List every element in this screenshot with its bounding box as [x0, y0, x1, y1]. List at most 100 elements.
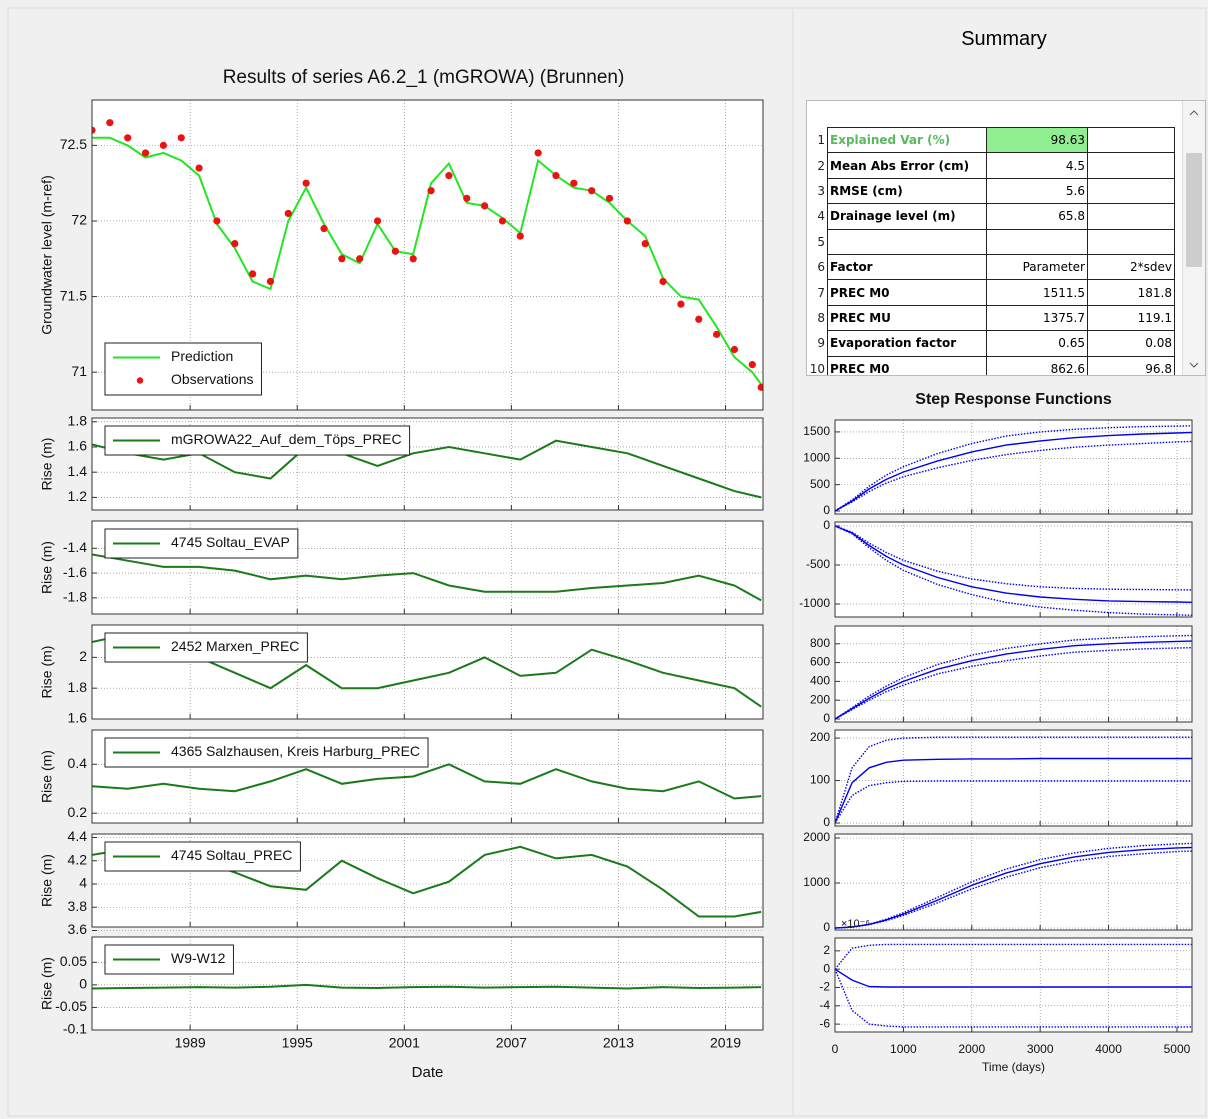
plot-area — [835, 834, 1192, 930]
table-cell: Evaporation factor — [827, 330, 987, 357]
series-line — [835, 647, 1192, 720]
table-cell: 98.63 — [986, 126, 1088, 154]
observation — [552, 172, 560, 180]
legend-label: 2452 Marxen_PREC — [171, 638, 299, 654]
table-cell: 0.65 — [986, 330, 1088, 357]
observation — [427, 187, 435, 195]
observation — [695, 315, 703, 323]
y-axis-label: Groundwater level (m-ref) — [39, 175, 55, 335]
chart-title: Step Response Functions — [915, 391, 1112, 408]
legend-box — [104, 528, 299, 559]
y-tick-label: 2 — [79, 648, 87, 664]
table-cell: 7 — [817, 285, 825, 300]
table-cell: PREC MU — [827, 304, 987, 332]
plot-area — [835, 626, 1192, 722]
legend-label: 4745 Soltau_PREC — [171, 847, 292, 863]
table-cell: 5 — [817, 234, 825, 249]
observation — [659, 277, 667, 286]
series-line — [92, 136, 763, 385]
y-tick-label: 0 — [823, 518, 830, 532]
observation — [266, 277, 275, 286]
x-tick-label: 5000 — [1164, 1042, 1191, 1056]
table-cell — [1087, 203, 1175, 230]
y-tick-label: 3.8 — [68, 898, 88, 914]
y-tick-label: 1000 — [803, 450, 830, 464]
observation — [338, 255, 346, 263]
legend-label: 4745 Soltau_EVAP — [171, 534, 290, 550]
y-tick-label: 800 — [810, 636, 830, 650]
observation — [373, 217, 382, 225]
observation — [588, 187, 596, 195]
axes-frame — [91, 520, 764, 615]
legend-label: 4365 Salzhausen, Kreis Harburg_PREC — [171, 743, 420, 759]
y-tick-label: 1.8 — [68, 412, 88, 428]
table-cell: 3 — [817, 183, 825, 198]
observation — [213, 217, 221, 225]
y-tick-label: -2 — [819, 980, 830, 994]
series-line — [835, 736, 1192, 824]
x-tick-label: 1000 — [890, 1042, 917, 1056]
plot-area — [835, 730, 1192, 826]
legend-label: Observations — [171, 371, 253, 387]
summary-table: 1 Explained Var (%) 98.63 2 Mean Abs Error (… — [806, 100, 1206, 376]
series-line — [835, 850, 1192, 929]
table-row: 5 — [807, 228, 1175, 255]
table-cell: 9 — [817, 336, 825, 351]
series-line — [92, 553, 762, 602]
table-cell: 10 — [809, 361, 825, 376]
y-axis-label: Rise (m) — [39, 854, 55, 907]
series-line — [835, 968, 1192, 1028]
y-tick-label: 1.6 — [68, 710, 88, 726]
table-cell: 862.6 — [986, 355, 1088, 375]
table-cell: 6 — [817, 260, 825, 275]
x-tick-label: 2019 — [710, 1035, 741, 1051]
observation — [231, 240, 239, 248]
axis-annotation: ×10⁻⁶ — [841, 918, 870, 930]
x-tick-label: 2007 — [496, 1035, 527, 1051]
x-tick-label: 0 — [832, 1042, 839, 1056]
y-tick-label: -0.05 — [55, 998, 87, 1014]
table-cell: Factor — [827, 253, 987, 281]
observation — [177, 134, 185, 142]
y-tick-label: -0.1 — [63, 1021, 87, 1037]
scrollbar[interactable] — [1182, 101, 1205, 375]
series-line — [835, 440, 1192, 512]
axes-frame — [834, 729, 1193, 827]
y-tick-label: 4 — [79, 875, 87, 891]
observation — [641, 240, 649, 248]
observation — [463, 194, 471, 202]
scroll-arrows — [1189, 110, 1199, 368]
y-tick-label: 3.6 — [68, 921, 88, 937]
y-tick-label: 0 — [79, 976, 87, 992]
table-cell: Parameter — [986, 253, 1088, 281]
axes-frame — [834, 937, 1193, 1033]
observation — [570, 179, 578, 187]
y-tick-label: 600 — [810, 655, 830, 669]
table-row: 6 Factor Parameter 2*sdev — [807, 253, 1175, 281]
y-tick-label: 1.8 — [68, 679, 88, 695]
y-tick-label: 1.2 — [68, 488, 88, 504]
scroll-up[interactable] — [1189, 110, 1199, 116]
table-cell: 8 — [817, 310, 825, 325]
table-row: 1 Explained Var (%) 98.63 — [807, 126, 1175, 154]
y-axis-label: Rise (m) — [39, 646, 55, 699]
legend-label: W9-W12 — [171, 950, 226, 966]
series-line — [835, 634, 1192, 720]
observation — [391, 247, 399, 255]
legend-swatch — [136, 377, 144, 384]
series-line — [835, 525, 1192, 603]
observation — [124, 134, 132, 142]
y-tick-label: 0 — [823, 961, 830, 975]
series-line — [835, 525, 1192, 616]
y-tick-label: 1000 — [803, 875, 830, 889]
y-tick-label: 1.4 — [68, 463, 88, 479]
scroll-down[interactable] — [1189, 362, 1199, 368]
series-line — [92, 763, 762, 800]
x-tick-label: 2013 — [603, 1035, 634, 1051]
table-cell: RMSE (cm) — [827, 177, 987, 205]
scroll-thumb[interactable] — [1186, 153, 1202, 267]
y-axis-label: Rise (m) — [39, 541, 55, 594]
y-tick-label: 0 — [823, 920, 830, 934]
observation — [516, 232, 524, 240]
